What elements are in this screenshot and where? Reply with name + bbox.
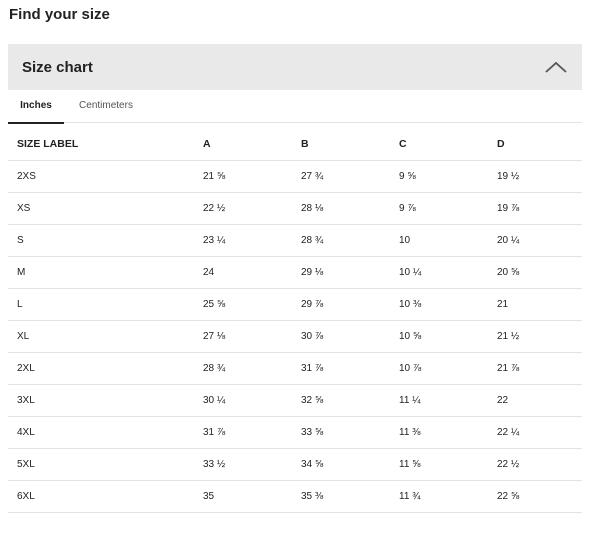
cell-d: 21 ⅞ [488, 352, 582, 385]
cell-a: 33 ½ [194, 448, 292, 481]
table-row: 5XL 33 ½ 34 ⅝ 11 ⅝ 22 ½ [8, 448, 582, 481]
cell-d: 20 ¼ [488, 224, 582, 257]
header-b: B [292, 128, 390, 161]
cell-c: 11 ¼ [390, 384, 488, 417]
cell-c: 10 ⅜ [390, 288, 488, 321]
cell-d: 20 ⅝ [488, 256, 582, 289]
cell-c: 11 ¾ [390, 480, 488, 513]
cell-d: 19 ⅞ [488, 192, 582, 225]
cell-size-label: 3XL [8, 384, 194, 417]
cell-a: 28 ¾ [194, 352, 292, 385]
cell-a: 21 ⅝ [194, 160, 292, 193]
cell-size-label: 2XS [8, 160, 194, 193]
cell-c: 10 ⅞ [390, 352, 488, 385]
page-title: Find your size [9, 6, 110, 23]
cell-b: 28 ¾ [292, 224, 390, 257]
cell-size-label: XL [8, 320, 194, 353]
size-chart-accordion-header[interactable]: Size chart [8, 44, 582, 90]
cell-b: 27 ¾ [292, 160, 390, 193]
tab-inches[interactable]: Inches [8, 90, 64, 124]
header-c: C [390, 128, 488, 161]
cell-a: 23 ¼ [194, 224, 292, 257]
cell-b: 33 ⅝ [292, 416, 390, 449]
cell-b: 35 ⅜ [292, 480, 390, 513]
cell-size-label: 2XL [8, 352, 194, 385]
cell-d: 22 ⅝ [488, 480, 582, 513]
cell-c: 10 [390, 224, 488, 257]
cell-size-label: 5XL [8, 448, 194, 481]
table-row: XL 27 ⅛ 30 ⅞ 10 ⅝ 21 ½ [8, 320, 582, 353]
cell-d: 21 [488, 288, 582, 321]
header-size-label: SIZE LABEL [8, 128, 194, 161]
cell-size-label: L [8, 288, 194, 321]
cell-c: 10 ¼ [390, 256, 488, 289]
header-a: A [194, 128, 292, 161]
table-row: 6XL 35 35 ⅜ 11 ¾ 22 ⅝ [8, 480, 582, 513]
cell-b: 29 ⅞ [292, 288, 390, 321]
cell-b: 34 ⅝ [292, 448, 390, 481]
cell-a: 25 ⅝ [194, 288, 292, 321]
cell-c: 11 ⅜ [390, 416, 488, 449]
cell-d: 22 ¼ [488, 416, 582, 449]
cell-a: 30 ¼ [194, 384, 292, 417]
cell-c: 9 ⅞ [390, 192, 488, 225]
tab-centimeters[interactable]: Centimeters [79, 100, 133, 111]
cell-d: 22 ½ [488, 448, 582, 481]
cell-size-label: 6XL [8, 480, 194, 513]
header-d: D [488, 128, 582, 161]
table-row: 3XL 30 ¼ 32 ⅝ 11 ¼ 22 [8, 384, 582, 417]
chevron-up-icon[interactable] [544, 59, 568, 75]
table-row: L 25 ⅝ 29 ⅞ 10 ⅜ 21 [8, 288, 582, 321]
table-header-row: SIZE LABEL A B C D [8, 128, 582, 161]
cell-d: 22 [488, 384, 582, 417]
cell-a: 35 [194, 480, 292, 513]
cell-b: 29 ⅛ [292, 256, 390, 289]
table-row: 4XL 31 ⅞ 33 ⅝ 11 ⅜ 22 ¼ [8, 416, 582, 449]
size-chart-title: Size chart [22, 58, 93, 76]
cell-c: 10 ⅝ [390, 320, 488, 353]
cell-a: 27 ⅛ [194, 320, 292, 353]
cell-c: 11 ⅝ [390, 448, 488, 481]
table-row: M 24 29 ⅛ 10 ¼ 20 ⅝ [8, 256, 582, 289]
cell-d: 19 ½ [488, 160, 582, 193]
cell-d: 21 ½ [488, 320, 582, 353]
table-row: 2XL 28 ¾ 31 ⅞ 10 ⅞ 21 ⅞ [8, 352, 582, 385]
cell-b: 32 ⅝ [292, 384, 390, 417]
cell-a: 31 ⅞ [194, 416, 292, 449]
cell-size-label: XS [8, 192, 194, 225]
cell-c: 9 ⅝ [390, 160, 488, 193]
cell-size-label: S [8, 224, 194, 257]
cell-b: 31 ⅞ [292, 352, 390, 385]
cell-b: 30 ⅞ [292, 320, 390, 353]
cell-size-label: 4XL [8, 416, 194, 449]
cell-b: 28 ⅛ [292, 192, 390, 225]
cell-size-label: M [8, 256, 194, 289]
unit-tabs: Inches Centimeters [8, 90, 582, 124]
table-row: S 23 ¼ 28 ¾ 10 20 ¼ [8, 224, 582, 257]
cell-a: 22 ½ [194, 192, 292, 225]
cell-a: 24 [194, 256, 292, 289]
